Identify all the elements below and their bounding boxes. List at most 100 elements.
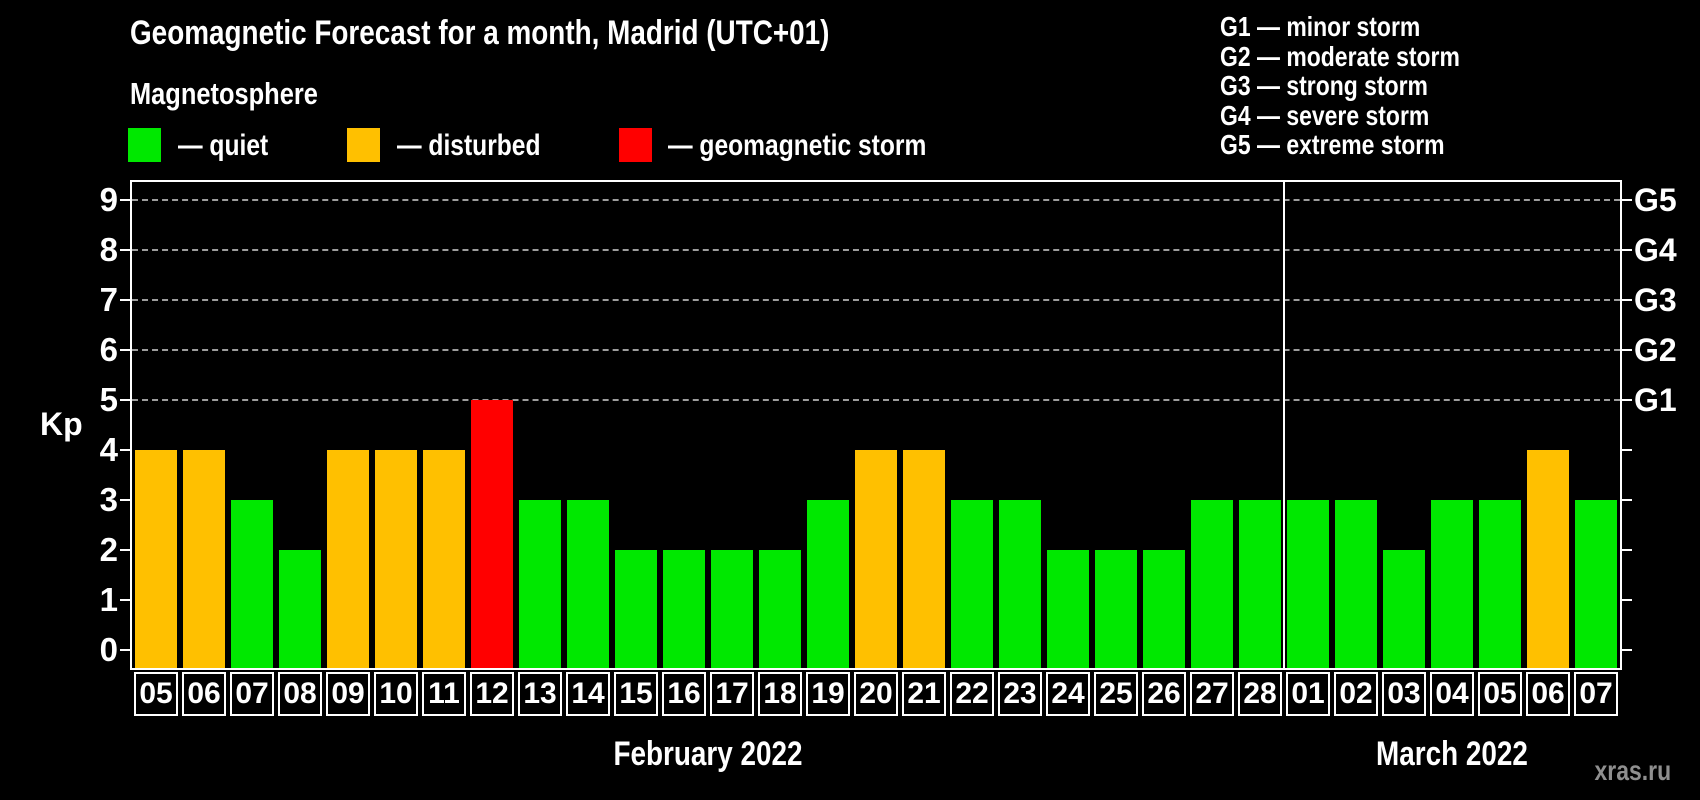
kp-bar <box>1143 550 1185 668</box>
kp-bar <box>1479 500 1521 668</box>
day-label-box: 22 <box>950 672 994 716</box>
day-label-box: 23 <box>998 672 1042 716</box>
kp-bar <box>615 550 657 668</box>
y-axis-tick <box>120 599 132 601</box>
kp-bar <box>375 450 417 668</box>
day-label-box: 02 <box>1334 672 1378 716</box>
grid-line <box>132 399 1620 401</box>
g-axis-label: G3 <box>1634 282 1677 318</box>
day-label-box: 18 <box>758 672 802 716</box>
g-axis-label: G5 <box>1634 182 1677 218</box>
day-label-box: 07 <box>1574 672 1618 716</box>
day-label-box: 21 <box>902 672 946 716</box>
grid-line <box>132 349 1620 351</box>
day-label-box: 17 <box>710 672 754 716</box>
y-axis-tick <box>120 249 132 251</box>
right-axis-tick <box>1620 599 1632 601</box>
day-label-box: 07 <box>230 672 274 716</box>
kp-bar <box>1575 500 1617 668</box>
right-axis-tick <box>1620 549 1632 551</box>
magnetosphere-legend: — quiet — disturbed — geomagnetic storm <box>0 122 1000 168</box>
legend-item-label: — geomagnetic storm <box>668 129 927 162</box>
kp-bar <box>855 450 897 668</box>
kp-bar <box>951 500 993 668</box>
kp-bar <box>1335 500 1377 668</box>
kp-bar <box>1047 550 1089 668</box>
right-axis-tick <box>1620 499 1632 501</box>
kp-bar <box>327 450 369 668</box>
day-label-box: 10 <box>374 672 418 716</box>
kp-bar <box>1287 500 1329 668</box>
grid-line <box>132 249 1620 251</box>
kp-bar <box>807 500 849 668</box>
storm-scale-item: G5 — extreme storm <box>1220 129 1445 161</box>
kp-bar <box>1191 500 1233 668</box>
day-label-box: 09 <box>326 672 370 716</box>
kp-bar <box>231 500 273 668</box>
kp-bar <box>759 550 801 668</box>
day-label-box: 08 <box>278 672 322 716</box>
y-axis-tick <box>120 399 132 401</box>
y-axis-tick <box>120 499 132 501</box>
storm-scale-item: G4 — severe storm <box>1220 99 1430 131</box>
kp-bar <box>1527 450 1569 668</box>
month-label: March 2022 <box>1376 735 1528 773</box>
y-tick-label: 4 <box>99 431 118 468</box>
y-tick-label: 8 <box>99 231 118 268</box>
day-label-box: 26 <box>1142 672 1186 716</box>
kp-bar <box>279 550 321 668</box>
y-tick-label: 3 <box>99 481 118 518</box>
right-axis-tick <box>1620 349 1632 351</box>
kp-bar <box>567 500 609 668</box>
kp-bar <box>1095 550 1137 668</box>
plot-border <box>130 180 1622 670</box>
day-label-box: 16 <box>662 672 706 716</box>
y-axis-title: Kp <box>40 406 83 442</box>
kp-bar <box>183 450 225 668</box>
right-axis-tick <box>1620 299 1632 301</box>
month-divider-line <box>1283 182 1285 668</box>
day-label-box: 14 <box>566 672 610 716</box>
storm-scale-item: G2 — moderate storm <box>1220 40 1460 72</box>
right-axis-tick <box>1620 649 1632 651</box>
y-axis-tick <box>120 349 132 351</box>
y-tick-label: 2 <box>99 531 118 568</box>
watermark: xras.ru <box>1594 755 1672 786</box>
kp-bar <box>423 450 465 668</box>
day-label-box: 11 <box>422 672 466 716</box>
kp-bar <box>903 450 945 668</box>
kp-bar <box>663 550 705 668</box>
chart-title: Geomagnetic Forecast for a month, Madrid… <box>130 14 830 52</box>
legend-item-label: — disturbed <box>397 129 541 162</box>
y-tick-label: 7 <box>99 281 118 318</box>
day-label-box: 27 <box>1190 672 1234 716</box>
day-label-box: 05 <box>134 672 178 716</box>
y-axis-tick <box>120 199 132 201</box>
day-label-box: 13 <box>518 672 562 716</box>
storm-scale-item: G3 — strong storm <box>1220 70 1428 102</box>
y-tick-label: 5 <box>99 381 118 418</box>
kp-bar <box>1431 500 1473 668</box>
right-axis-tick <box>1620 399 1632 401</box>
y-tick-label: 9 <box>99 181 118 218</box>
storm-scale-legend: G1 — minor storm G2 — moderate storm G3 — … <box>1220 12 1513 160</box>
kp-bar <box>711 550 753 668</box>
grid-line <box>132 199 1620 201</box>
day-label-box: 20 <box>854 672 898 716</box>
g-axis-label: G1 <box>1634 382 1677 418</box>
storm-scale-item: G1 — minor storm <box>1220 11 1421 42</box>
day-label-box: 28 <box>1238 672 1282 716</box>
grid-line <box>132 299 1620 301</box>
kp-bar <box>471 400 513 668</box>
legend-item-label: — quiet <box>178 129 269 162</box>
y-tick-label: 1 <box>99 581 118 618</box>
day-label-box: 01 <box>1286 672 1330 716</box>
storm-swatch-icon <box>619 128 652 162</box>
month-label: February 2022 <box>613 735 803 773</box>
day-label-box: 03 <box>1382 672 1426 716</box>
y-axis-tick <box>120 299 132 301</box>
kp-bar <box>1239 500 1281 668</box>
g-axis-label: G4 <box>1634 232 1677 268</box>
kp-bar <box>519 500 561 668</box>
day-label-box: 12 <box>470 672 514 716</box>
